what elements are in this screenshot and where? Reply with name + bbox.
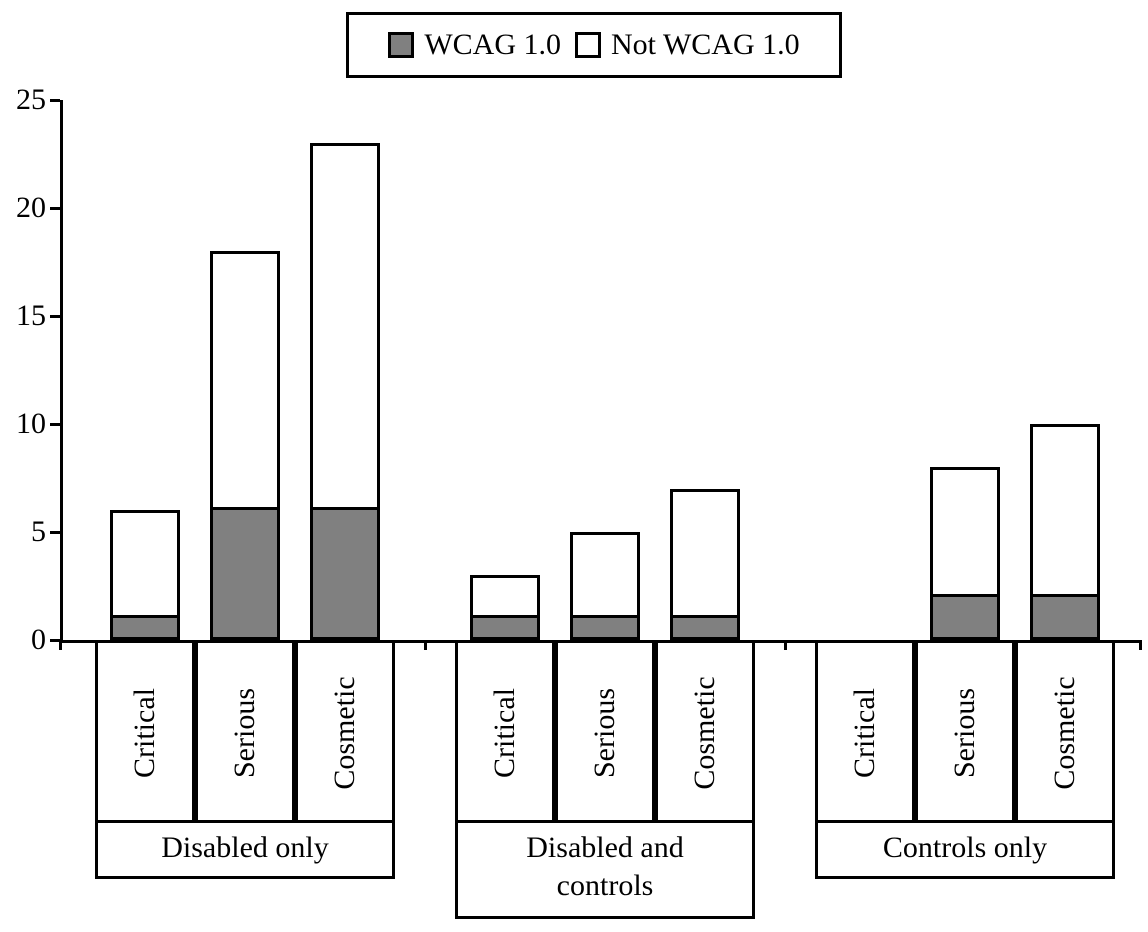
category-cell: Cosmetic: [655, 643, 755, 823]
bar: [310, 143, 380, 640]
bar: [570, 532, 640, 640]
bar-segment-not-wcag: [670, 489, 740, 619]
category-cell: Critical: [95, 643, 195, 823]
legend-item-not-wcag: Not WCAG 1.0: [575, 28, 800, 62]
bar-segment-wcag: [930, 597, 1000, 640]
category-cell: Cosmetic: [295, 643, 395, 823]
bar: [930, 467, 1000, 640]
bar: [210, 251, 280, 640]
y-tick: [50, 531, 60, 534]
legend-item-wcag: WCAG 1.0: [388, 28, 561, 62]
bar: [1030, 424, 1100, 640]
bar-segment-not-wcag: [110, 510, 180, 618]
y-tick: [50, 99, 60, 102]
plot-area: 0510152025: [60, 100, 1140, 643]
y-tick-label: 15: [16, 299, 46, 333]
x-tick: [784, 640, 787, 650]
bar-segment-wcag: [570, 618, 640, 640]
group-cell: Disabled andcontrols: [455, 823, 755, 919]
category-cell: Critical: [815, 643, 915, 823]
x-tick: [424, 640, 427, 650]
category-cell: Serious: [555, 643, 655, 823]
bar-segment-not-wcag: [570, 532, 640, 618]
y-axis: [60, 100, 63, 640]
bar-segment-not-wcag: [310, 143, 380, 510]
bar-segment-not-wcag: [470, 575, 540, 618]
category-cell: Serious: [915, 643, 1015, 823]
category-label: Serious: [228, 688, 262, 778]
group-cell: Disabled only: [95, 823, 395, 879]
bar-segment-wcag: [470, 618, 540, 640]
y-tick-label: 5: [31, 515, 46, 549]
bar-segment-not-wcag: [210, 251, 280, 510]
category-cell: Cosmetic: [1015, 643, 1115, 823]
category-cell: Critical: [455, 643, 555, 823]
category-label: Serious: [948, 688, 982, 778]
category-label: Serious: [588, 688, 622, 778]
group-cell: Controls only: [815, 823, 1115, 879]
category-label: Critical: [128, 688, 162, 778]
bar: [470, 575, 540, 640]
bar-segment-not-wcag: [930, 467, 1000, 597]
x-tick: [1139, 640, 1142, 650]
bar-segment-wcag: [310, 510, 380, 640]
category-label: Critical: [848, 688, 882, 778]
legend-label-not-wcag: Not WCAG 1.0: [611, 28, 800, 62]
bar: [670, 489, 740, 640]
y-tick-label: 10: [16, 407, 46, 441]
y-tick: [50, 423, 60, 426]
y-tick-label: 0: [31, 623, 46, 657]
y-tick: [50, 207, 60, 210]
category-label: Critical: [488, 688, 522, 778]
legend-swatch-not-wcag: [575, 32, 601, 58]
category-label: Cosmetic: [688, 676, 722, 789]
bar-segment-wcag: [670, 618, 740, 640]
y-tick: [50, 315, 60, 318]
category-cell: Serious: [195, 643, 295, 823]
group-label: Disabled only: [95, 829, 395, 867]
group-label: Disabled andcontrols: [455, 829, 755, 904]
y-tick-label: 25: [16, 83, 46, 117]
bar-segment-not-wcag: [1030, 424, 1100, 597]
group-label: Controls only: [815, 829, 1115, 867]
legend-label-wcag: WCAG 1.0: [424, 28, 561, 62]
category-label: Cosmetic: [328, 676, 362, 789]
legend: WCAG 1.0 Not WCAG 1.0: [346, 12, 842, 78]
bar-segment-wcag: [210, 510, 280, 640]
category-label: Cosmetic: [1048, 676, 1082, 789]
x-tick: [59, 640, 62, 650]
y-tick-label: 20: [16, 191, 46, 225]
chart-container: WCAG 1.0 Not WCAG 1.0 0510152025 Critica…: [0, 0, 1148, 932]
bar-segment-wcag: [1030, 597, 1100, 640]
legend-swatch-wcag: [388, 32, 414, 58]
bar-segment-wcag: [110, 618, 180, 640]
bar: [110, 510, 180, 640]
